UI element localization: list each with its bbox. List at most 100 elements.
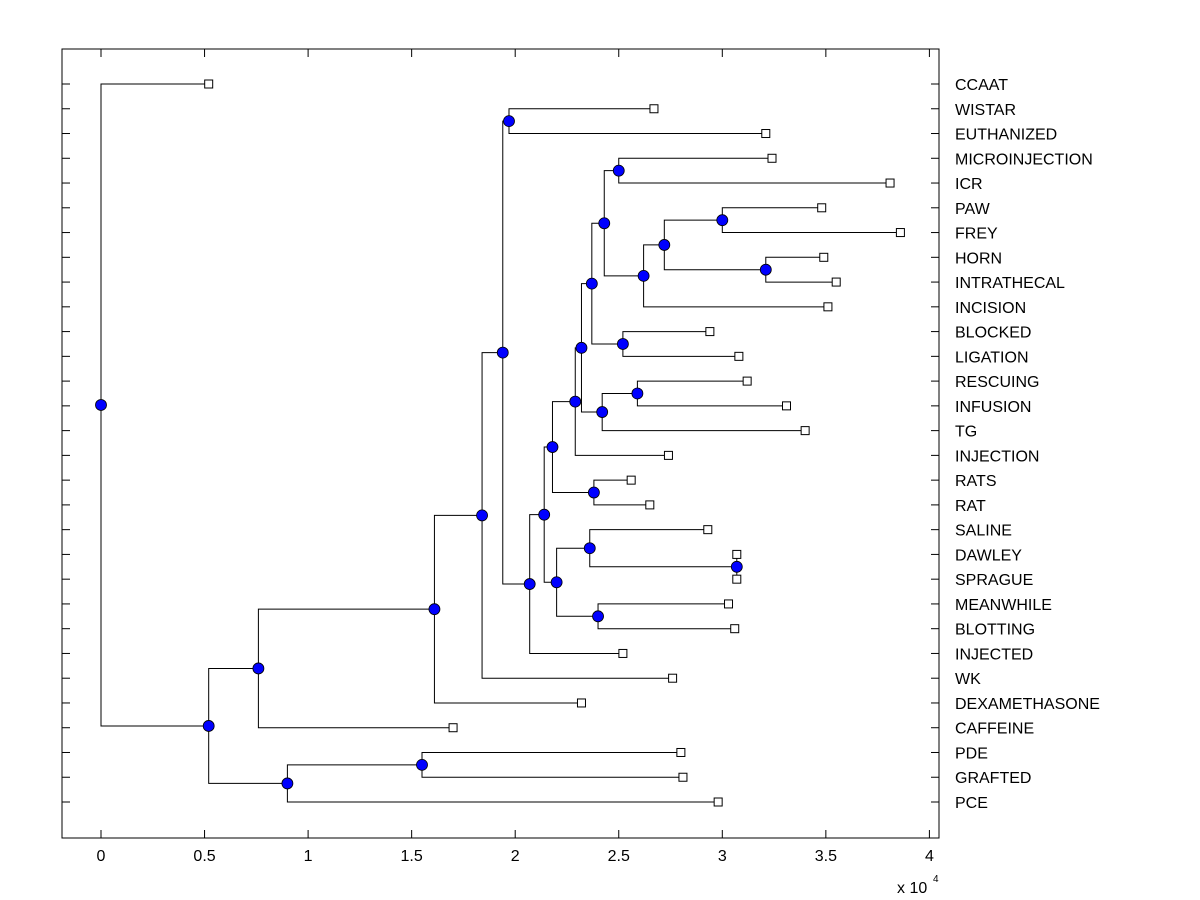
cluster-node <box>759 263 772 276</box>
cluster-node <box>730 560 743 573</box>
branch-link <box>100 404 209 727</box>
branch-link <box>208 725 288 784</box>
cluster-node <box>583 542 596 555</box>
branch-link <box>597 616 735 630</box>
leaf-label: GRAFTED <box>955 770 1031 787</box>
branch-link <box>257 608 435 669</box>
leaf-marker <box>823 302 833 312</box>
x-axis: 0 0.5 1 1.5 2 2.5 3 3.5 4 <box>97 49 934 865</box>
branch-link <box>591 283 623 345</box>
leaf-label: INJECTED <box>955 646 1033 663</box>
branch-link <box>100 83 209 405</box>
leaf-label: CAFFEINE <box>955 721 1034 738</box>
leaf-markers <box>204 79 905 807</box>
x-tick-label: 4 <box>925 848 934 865</box>
branch-link <box>433 514 483 610</box>
leaf-label: ICR <box>955 176 983 193</box>
branch-link <box>543 514 557 583</box>
plot-frame <box>61 48 940 839</box>
branch-link <box>603 170 619 224</box>
leaf-label: MEANWHILE <box>955 597 1052 614</box>
x-tick-label: 3 <box>718 848 727 865</box>
leaf-label: INFUSION <box>955 399 1031 416</box>
branch-link <box>721 220 901 234</box>
branch-link <box>421 764 683 778</box>
branch-link <box>721 207 822 221</box>
branch-link <box>286 783 719 803</box>
leaf-marker <box>782 401 792 411</box>
x-tick-label: 3.5 <box>815 848 837 865</box>
leaf-label: EUTHANIZED <box>955 127 1057 144</box>
leaf-marker <box>678 772 688 782</box>
cluster-node <box>616 338 629 350</box>
leaf-marker <box>204 79 214 89</box>
leaf-marker <box>819 252 829 262</box>
leaf-label: INCISION <box>955 300 1026 317</box>
leaf-label: INTRATHECAL <box>955 275 1065 292</box>
x-tick-label: 2.5 <box>608 848 630 865</box>
leaf-marker <box>676 747 686 757</box>
leaf-marker <box>734 351 744 361</box>
leaf-marker <box>800 426 810 436</box>
leaf-marker <box>668 673 678 683</box>
cluster-node <box>587 486 600 499</box>
leaf-label: DAWLEY <box>955 547 1022 564</box>
branch-link <box>551 401 576 448</box>
leaf-marker <box>645 500 655 510</box>
leaf-marker <box>576 698 586 708</box>
branch-link <box>502 120 509 353</box>
x-tick-label: 0 <box>97 848 106 865</box>
cluster-node <box>596 406 609 418</box>
y-axis <box>62 83 939 803</box>
branch-link <box>618 157 773 171</box>
leaf-marker <box>732 549 742 559</box>
cluster-node <box>416 758 428 771</box>
cluster-node <box>546 441 559 453</box>
branch-link <box>618 170 891 184</box>
plot-border <box>61 48 940 839</box>
leaf-marker <box>761 129 771 139</box>
x-multiplier-exponent: 4 <box>933 874 939 885</box>
branch-link <box>589 529 708 549</box>
cluster-node <box>637 269 650 282</box>
branch-link <box>508 108 654 122</box>
leaf-marker <box>732 574 742 584</box>
cluster-node <box>612 164 625 177</box>
x-tick-label: 1.5 <box>401 848 423 865</box>
branch-link <box>529 514 545 585</box>
branch-link <box>508 121 766 135</box>
cluster-node <box>95 399 107 411</box>
leaf-marker <box>767 153 777 163</box>
leaf-label: BLOCKED <box>955 325 1031 342</box>
leaf-label: RATS <box>955 473 996 490</box>
branch-link <box>663 244 766 271</box>
branch-link <box>663 219 723 245</box>
leaf-marker <box>663 450 673 460</box>
branch-link <box>208 667 259 726</box>
leaf-marker <box>705 327 715 337</box>
leaf-label: SALINE <box>955 523 1012 540</box>
branch-link <box>603 223 644 277</box>
branch-link <box>589 548 737 568</box>
leaf-label: PDE <box>955 745 988 762</box>
cluster-node <box>585 277 598 290</box>
leaf-marker <box>703 525 713 535</box>
leaf-marker <box>626 475 636 485</box>
branch-link <box>421 751 681 765</box>
leaf-marker <box>895 228 905 238</box>
branch-link <box>481 352 503 516</box>
branch-link <box>636 393 787 407</box>
leaf-label: WK <box>955 671 981 688</box>
cluster-node <box>496 346 509 359</box>
branch-link <box>622 331 710 344</box>
cluster-node <box>575 341 588 354</box>
cluster-node <box>592 610 604 623</box>
cluster-node <box>569 395 582 408</box>
branch-link <box>765 269 837 283</box>
branch-link <box>601 392 638 413</box>
branch-link <box>529 584 623 654</box>
leaf-marker <box>817 203 827 213</box>
cluster-node <box>252 662 265 675</box>
leaf-marker <box>730 624 740 634</box>
